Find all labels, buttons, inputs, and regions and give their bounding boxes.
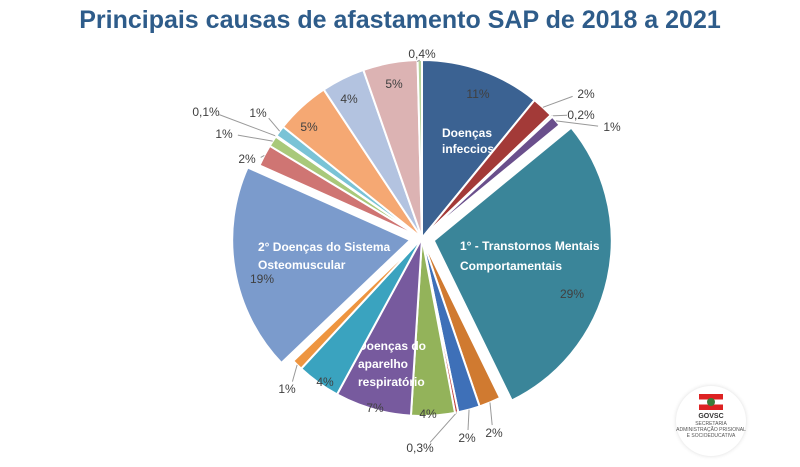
- data-label-4: 29%: [560, 287, 584, 301]
- data-label-13: 2%: [238, 152, 256, 166]
- data-label-5: 2%: [485, 426, 503, 440]
- data-label-7: 0,3%: [406, 441, 434, 455]
- data-label-14: 1%: [215, 127, 233, 141]
- category-label-0: Doenças: [442, 126, 492, 140]
- pie-slice-4: [432, 126, 613, 402]
- data-label-3: 1%: [603, 120, 621, 134]
- leader-line-15: [219, 114, 277, 137]
- logo-subtitle: SECRETARIA ADMINISTRAÇÃO PRISIONAL E SOC…: [676, 421, 746, 439]
- data-label-20: 0,4%: [408, 47, 436, 61]
- leader-line-13: [260, 155, 265, 158]
- leader-line-7: [429, 412, 458, 443]
- data-label-2: 0,2%: [567, 108, 595, 122]
- pie-slice-11: [291, 237, 423, 371]
- data-label-10: 4%: [316, 375, 334, 389]
- data-label-12: 19%: [250, 272, 274, 286]
- data-label-16: 1%: [249, 106, 267, 120]
- data-label-0: 11%: [466, 87, 489, 101]
- leader-line-1: [542, 95, 573, 108]
- leader-line-11: [291, 364, 298, 382]
- data-label-6: 2%: [458, 431, 476, 445]
- category-label-9: respiratório: [358, 375, 425, 389]
- chart-title: Principais causas de afastamento SAP de …: [79, 6, 721, 34]
- sc-flag-icon: [699, 394, 723, 410]
- logo-text: GOVSC: [698, 413, 724, 420]
- leader-line-16: [268, 117, 281, 132]
- leader-line-3: [555, 120, 599, 127]
- data-label-17: 5%: [300, 120, 318, 134]
- leader-line-14: [237, 134, 273, 142]
- pie-slice-12: [231, 166, 412, 365]
- leader-line-20: [416, 59, 421, 62]
- category-label-12: 2° Doenças do Sistema: [258, 240, 391, 254]
- category-label-9: Doenças do: [358, 339, 426, 353]
- category-label-9: aparelho: [358, 357, 408, 371]
- category-label-4: 1° - Transtornos Mentais: [460, 239, 600, 253]
- data-label-1: 2%: [577, 87, 595, 101]
- data-label-9: 7%: [366, 401, 384, 415]
- leader-line-5: [489, 402, 493, 426]
- leader-line-2: [551, 114, 568, 117]
- data-label-19: 5%: [385, 77, 403, 91]
- leader-line-6: [467, 409, 470, 431]
- data-label-18: 4%: [340, 92, 358, 106]
- data-label-8: 4%: [419, 407, 437, 421]
- pie-slice-0: [421, 58, 536, 241]
- data-label-11: 1%: [278, 382, 296, 396]
- govsc-logo: GOVSC SECRETARIA ADMINISTRAÇÃO PRISIONAL…: [676, 386, 746, 456]
- category-label-12: Osteomuscular: [258, 258, 346, 272]
- category-label-4: Comportamentais: [460, 259, 562, 273]
- data-label-15: 0,1%: [192, 105, 220, 119]
